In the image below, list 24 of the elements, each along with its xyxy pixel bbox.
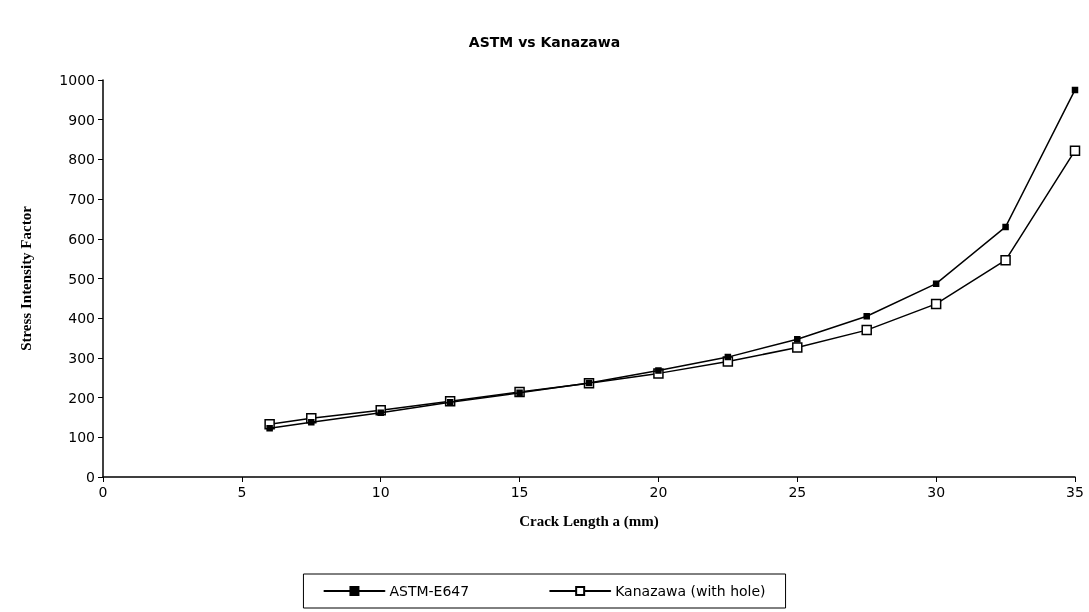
y-tick-label: 700 — [68, 191, 95, 208]
y-axis-title: Stress Intensity Factor — [17, 205, 34, 351]
x-tick-label: 20 — [649, 484, 668, 500]
y-tick-label: 500 — [68, 270, 95, 287]
x-tick-label: 15 — [510, 484, 529, 500]
legend-label: ASTM-E647 — [389, 583, 470, 599]
y-tick-label: 800 — [68, 151, 95, 168]
x-tick-label: 25 — [788, 484, 807, 500]
y-tick-label: 100 — [68, 429, 95, 446]
x-tick-label: 10 — [371, 484, 390, 500]
x-axis-title: Crack Length a (mm) — [519, 512, 659, 530]
y-tick-label: 900 — [68, 111, 95, 128]
x-tick-label: 0 — [98, 484, 108, 500]
x-tick-label: 30 — [927, 484, 946, 500]
y-tick-label: 400 — [68, 310, 95, 327]
chart-title: ASTM vs Kanazawa — [468, 34, 621, 50]
y-tick-label: 200 — [68, 389, 95, 406]
y-tick-label: 300 — [68, 349, 95, 366]
x-tick-label: 5 — [237, 484, 247, 500]
x-tick-label: 35 — [1066, 484, 1084, 500]
y-tick-label: 0 — [86, 469, 95, 485]
y-tick-label: 1000 — [59, 72, 95, 88]
y-tick-label: 600 — [68, 230, 95, 247]
legend-label: Kanazawa (with hole) — [615, 583, 766, 599]
